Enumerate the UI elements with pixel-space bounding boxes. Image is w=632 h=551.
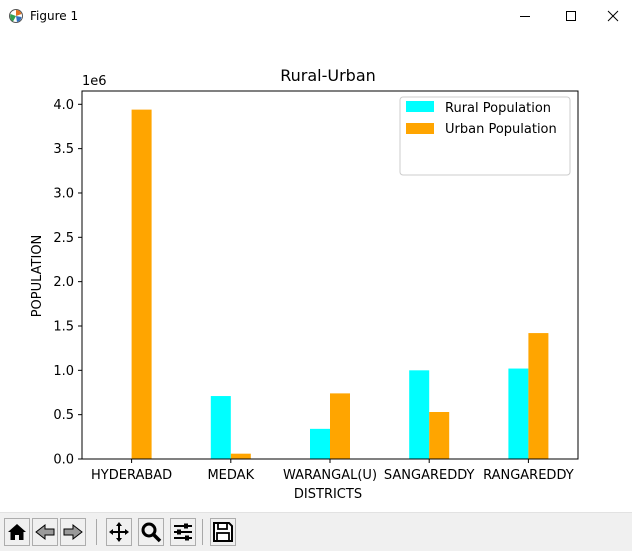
bar-chart: Rural-Urban 1e6 POPULATION DISTRICTS 0.0…	[30, 66, 579, 502]
bar-urban-rangareddy	[528, 333, 549, 459]
bar-rural-rangareddy	[508, 368, 529, 459]
forward-icon	[63, 523, 83, 541]
legend-box	[399, 96, 571, 176]
chart-title: Rural-Urban	[280, 66, 376, 85]
x-tick-label: SANGAREDDY	[384, 468, 475, 483]
x-axis: HYDERABAD MEDAK WARANGAL(U) SANGAREDDY RANGA…	[91, 459, 574, 483]
back-icon	[35, 523, 55, 541]
window-titlebar: Figure 1	[0, 0, 632, 32]
close-icon	[607, 10, 619, 22]
y-tick-label: 0.5	[53, 408, 74, 423]
legend-swatch-urban	[406, 123, 434, 134]
bar-urban-medak	[230, 453, 251, 459]
bar-rural-warangalu	[310, 428, 330, 459]
bar-urban-sangareddy	[429, 412, 450, 459]
toolbar-separator	[202, 519, 203, 545]
x-tick-label: RANGAREDDY	[483, 468, 574, 483]
y-tick-label: 1.0	[53, 364, 74, 379]
plot-frame	[81, 90, 579, 460]
y-tick-label: 2.5	[53, 231, 74, 246]
x-tick-label: HYDERABAD	[91, 468, 172, 483]
back-button[interactable]	[32, 518, 58, 546]
bar-urban-hyderabad	[131, 109, 152, 459]
legend-swatch-rural	[406, 101, 434, 112]
pan-icon	[109, 522, 129, 542]
toolbar-separator	[96, 519, 97, 545]
bars-group	[131, 109, 549, 459]
save-icon	[213, 522, 233, 542]
x-tick-label: WARANGAL(U)	[283, 468, 377, 483]
y-offset-label: 1e6	[82, 74, 107, 89]
minimize-icon	[520, 16, 530, 17]
x-tick-label: MEDAK	[207, 468, 254, 483]
maximize-icon	[566, 11, 576, 21]
y-tick-label: 0.0	[53, 453, 74, 468]
home-button[interactable]	[4, 518, 30, 546]
y-tick-label: 3.0	[53, 186, 74, 201]
y-tick-label: 4.0	[53, 98, 74, 113]
forward-button[interactable]	[60, 518, 86, 546]
x-axis-label: DISTRICTS	[294, 487, 362, 502]
navigation-toolbar	[0, 512, 632, 551]
legend: Rural Population Urban Population	[399, 96, 571, 176]
minimize-button[interactable]	[502, 0, 548, 32]
y-axis: 0.0 0.5 1.0 1.5 2.0 2.5 3.0 3.5 4.0	[53, 98, 82, 468]
window-title: Figure 1	[30, 9, 79, 23]
y-tick-label: 1.5	[53, 319, 74, 334]
zoom-button[interactable]	[138, 518, 164, 546]
configure-subplots-icon	[174, 523, 192, 541]
zoom-icon	[141, 522, 162, 543]
pan-button[interactable]	[106, 518, 132, 546]
y-tick-label: 3.5	[53, 142, 74, 157]
figure-app-icon	[9, 9, 23, 23]
bar-rural-medak	[210, 396, 231, 459]
bar-urban-warangalu	[330, 393, 350, 459]
home-icon	[8, 524, 26, 540]
y-axis-label: POPULATION	[30, 235, 45, 318]
close-button[interactable]	[594, 0, 632, 32]
y-tick-label: 2.0	[53, 275, 74, 290]
legend-label-rural: Rural Population	[445, 101, 551, 116]
save-button[interactable]	[210, 518, 236, 546]
maximize-button[interactable]	[548, 0, 594, 32]
legend-label-urban: Urban Population	[445, 122, 557, 137]
bar-rural-sangareddy	[409, 370, 430, 459]
configure-subplots-button[interactable]	[170, 518, 196, 546]
